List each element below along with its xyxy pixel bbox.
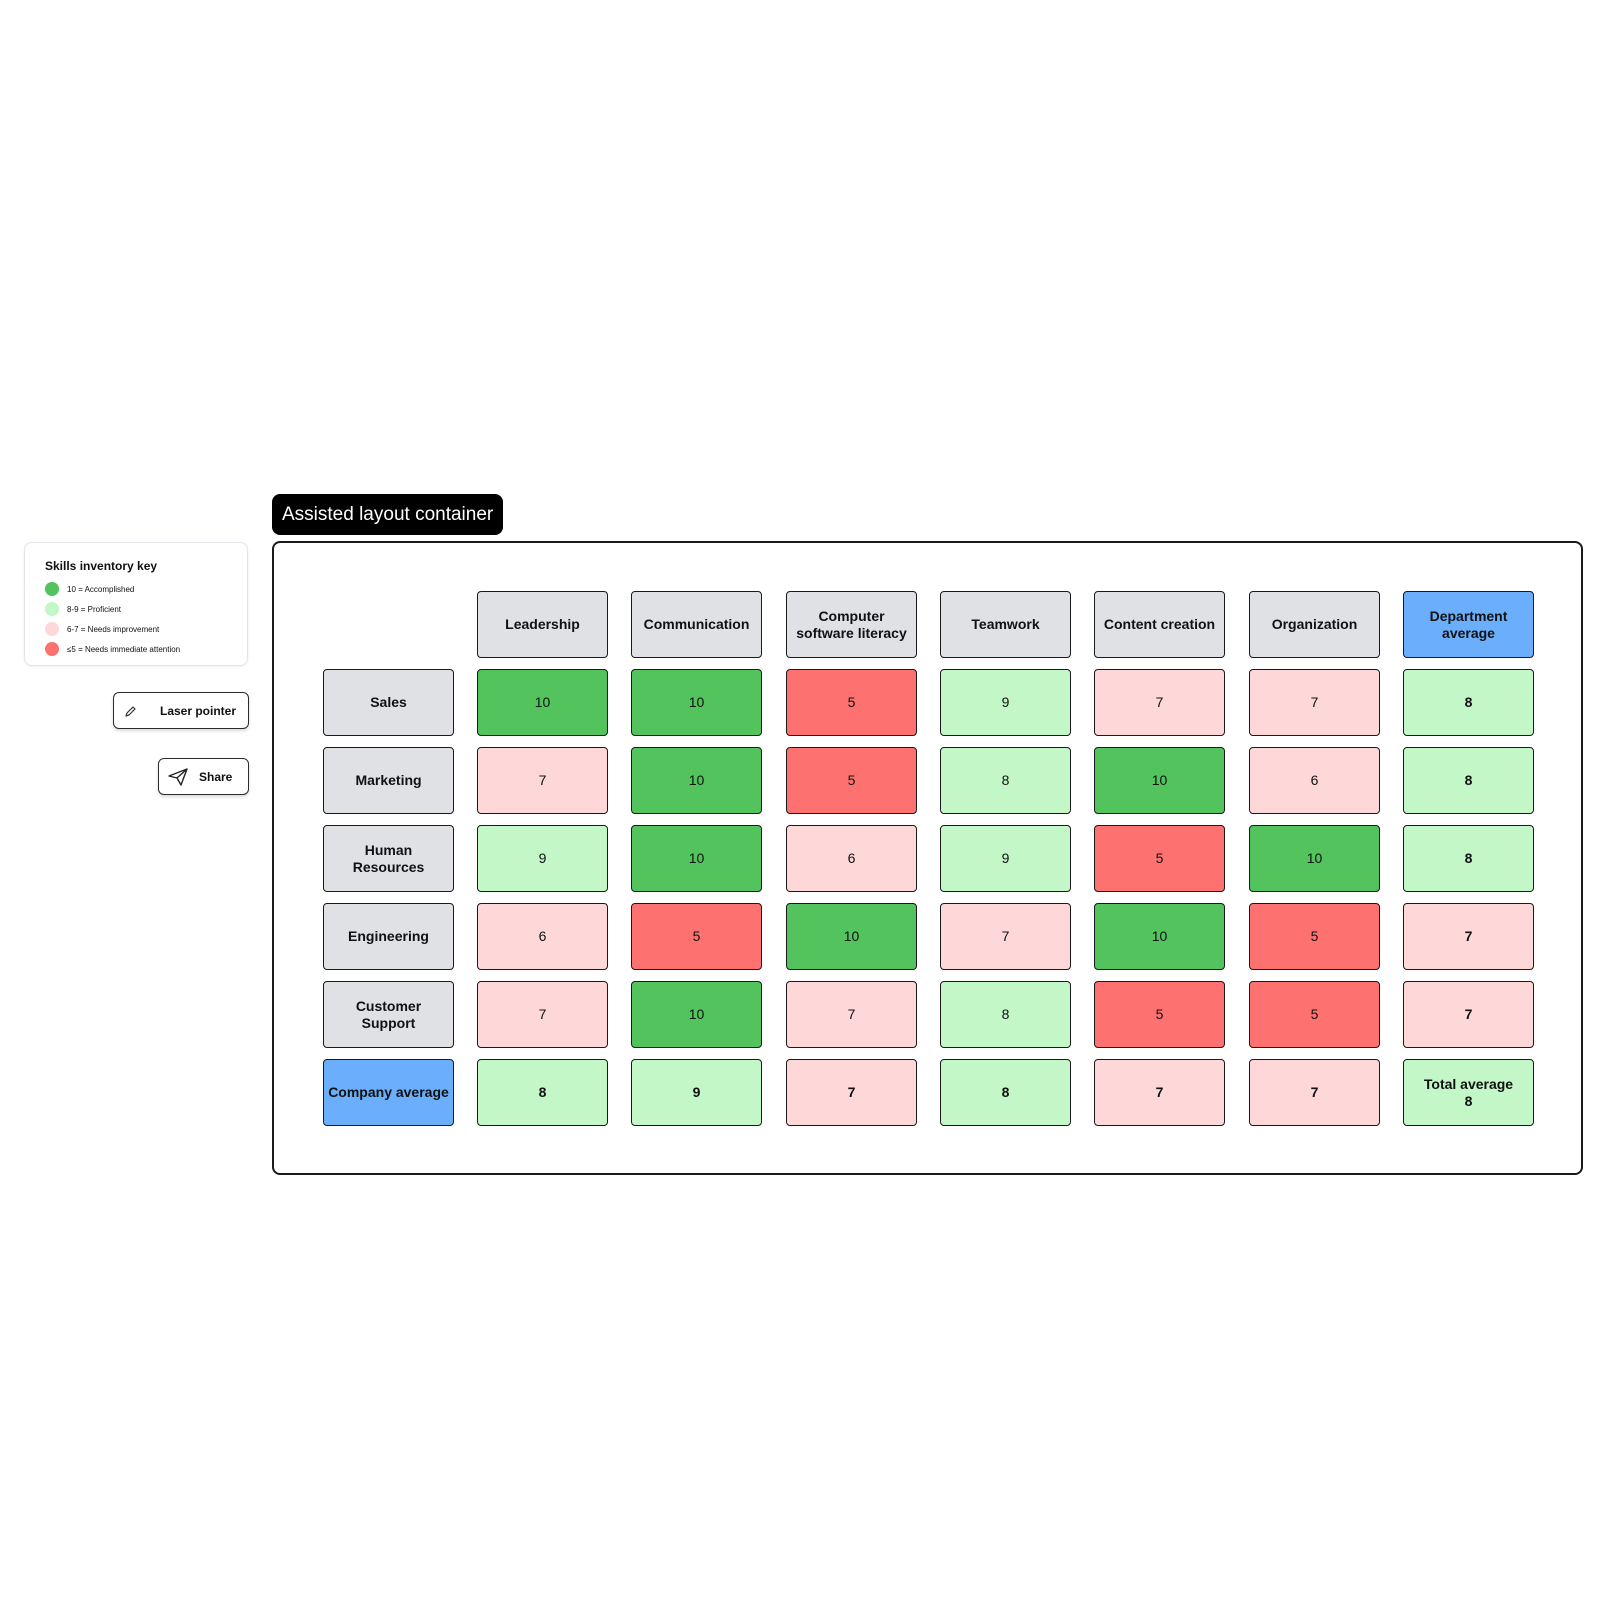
column-header-leadership: Leadership [477, 591, 608, 658]
company-average-cell: 9 [631, 1059, 762, 1126]
score-cell: 6 [1249, 747, 1380, 814]
total-average-value: 8 [1464, 1092, 1473, 1109]
key-item-label: 8-9 = Proficient [67, 604, 122, 614]
score-cell: 7 [1094, 669, 1225, 736]
column-header-content-creation: Content creation [1094, 591, 1225, 658]
company-average-cell: 7 [1094, 1059, 1225, 1126]
score-cell: 10 [631, 747, 762, 814]
laser-pointer-button[interactable]: Laser pointer [113, 692, 249, 729]
score-cell: 8 [940, 981, 1071, 1048]
total-average-cell: Total average 8 [1403, 1059, 1534, 1126]
row-header-human-resources: Human Resources [323, 825, 454, 892]
paper-plane-icon [168, 767, 188, 786]
key-item-label: ≤5 = Needs immediate attention [67, 644, 181, 654]
column-header-department-average: Department average [1403, 591, 1534, 658]
key-item-needs-improvement: 6-7 = Needs improvement [45, 619, 247, 639]
row-header-company-average: Company average [323, 1059, 454, 1126]
score-cell: 9 [477, 825, 608, 892]
needs-improvement-dot-icon [45, 622, 59, 636]
score-cell: 5 [786, 669, 917, 736]
key-item-needs-attention: ≤5 = Needs immediate attention [45, 639, 247, 659]
row-header-engineering: Engineering [323, 903, 454, 970]
skills-key-card: Skills inventory key 10 = Accomplished 8… [24, 542, 248, 666]
department-average-cell: 8 [1403, 669, 1534, 736]
score-cell: 10 [477, 669, 608, 736]
laser-pointer-label: Laser pointer [160, 703, 237, 718]
score-cell: 7 [477, 981, 608, 1048]
key-item-proficient: 8-9 = Proficient [45, 599, 247, 619]
score-cell: 5 [1249, 903, 1380, 970]
proficient-dot-icon [45, 602, 59, 616]
row-header-customer-support: Customer Support [323, 981, 454, 1048]
score-cell: 6 [786, 825, 917, 892]
assisted-layout-container[interactable]: Leadership Communication Computer softwa… [272, 541, 1583, 1175]
column-header-teamwork: Teamwork [940, 591, 1071, 658]
score-cell: 5 [1249, 981, 1380, 1048]
accomplished-dot-icon [45, 582, 59, 596]
score-cell: 10 [1094, 903, 1225, 970]
share-button[interactable]: Share [158, 758, 249, 795]
laser-pointer-icon [125, 705, 136, 717]
department-average-cell: 7 [1403, 903, 1534, 970]
container-title[interactable]: Assisted layout container [272, 494, 504, 535]
score-cell: 10 [1249, 825, 1380, 892]
row-header-marketing: Marketing [323, 747, 454, 814]
company-average-cell: 8 [477, 1059, 608, 1126]
company-average-cell: 8 [940, 1059, 1071, 1126]
company-average-cell: 7 [1249, 1059, 1380, 1126]
department-average-cell: 7 [1403, 981, 1534, 1048]
score-cell: 7 [1249, 669, 1380, 736]
total-average-label: Total average [1423, 1075, 1514, 1092]
score-cell: 10 [631, 981, 762, 1048]
skills-key-title: Skills inventory key [45, 559, 158, 573]
column-header-software-literacy: Computer software literacy [786, 591, 917, 658]
score-cell: 10 [1094, 747, 1225, 814]
score-cell: 8 [940, 747, 1071, 814]
score-cell: 5 [1094, 825, 1225, 892]
row-header-sales: Sales [323, 669, 454, 736]
score-cell: 10 [631, 669, 762, 736]
needs-attention-dot-icon [45, 642, 59, 656]
score-cell: 7 [940, 903, 1071, 970]
column-header-organization: Organization [1249, 591, 1380, 658]
key-item-label: 6-7 = Needs improvement [67, 624, 160, 634]
score-cell: 5 [786, 747, 917, 814]
score-cell: 9 [940, 669, 1071, 736]
score-cell: 5 [631, 903, 762, 970]
department-average-cell: 8 [1403, 747, 1534, 814]
score-cell: 7 [786, 981, 917, 1048]
score-cell: 10 [786, 903, 917, 970]
key-item-label: 10 = Accomplished [67, 584, 135, 594]
score-cell: 9 [940, 825, 1071, 892]
column-header-communication: Communication [631, 591, 762, 658]
share-label: Share [199, 769, 233, 784]
key-item-accomplished: 10 = Accomplished [45, 579, 247, 599]
company-average-cell: 7 [786, 1059, 917, 1126]
score-cell: 5 [1094, 981, 1225, 1048]
score-cell: 7 [477, 747, 608, 814]
score-cell: 6 [477, 903, 608, 970]
score-cell: 10 [631, 825, 762, 892]
department-average-cell: 8 [1403, 825, 1534, 892]
